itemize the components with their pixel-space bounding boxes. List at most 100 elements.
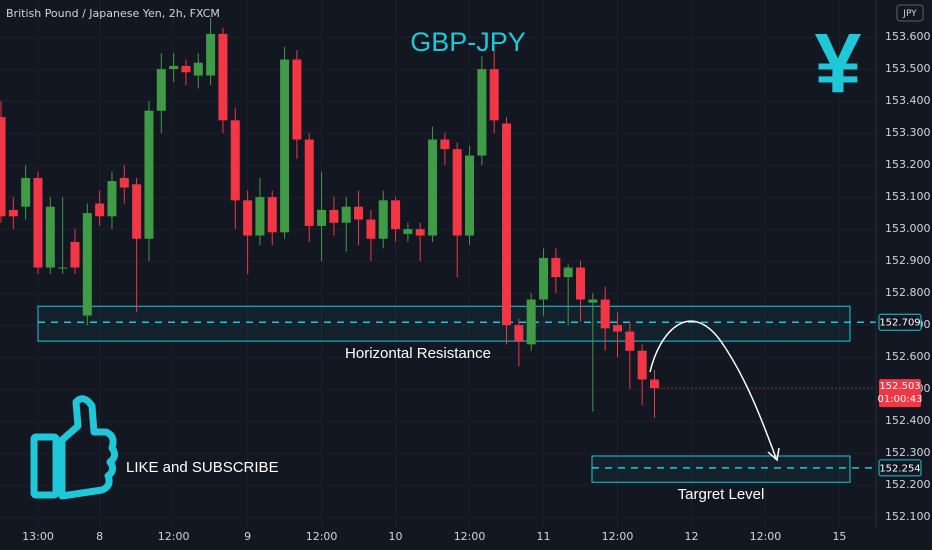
x-tick-label: 12:00 <box>306 530 338 543</box>
x-tick-label: 12:00 <box>602 530 634 543</box>
candle-body <box>144 110 154 239</box>
candle-body <box>70 241 80 268</box>
last-price-text: 152.503 <box>879 381 920 392</box>
candle-body <box>403 229 413 234</box>
y-tick-label: 153.300 <box>885 126 931 139</box>
candle-body <box>563 267 573 278</box>
candle-body <box>637 350 647 380</box>
currency-badge <box>896 4 924 22</box>
candle-body <box>193 62 203 76</box>
candle-body <box>317 209 327 226</box>
candle-body <box>354 206 364 220</box>
level-tag <box>878 459 922 477</box>
candle-body <box>132 184 142 239</box>
candle-body <box>95 203 105 217</box>
y-tick-label: 152.900 <box>885 254 931 267</box>
y-tick-label: 153.400 <box>885 94 931 107</box>
level-tag-text: 152.254 <box>879 463 920 474</box>
candle-body <box>514 325 524 342</box>
currency-badge-text: JPY <box>902 9 917 19</box>
candle-body <box>156 69 166 111</box>
candle-body <box>280 59 290 233</box>
candle-body <box>613 325 622 332</box>
arrow-head <box>767 447 780 462</box>
candle-body <box>45 206 55 268</box>
candle-body <box>600 299 610 329</box>
x-tick-label: 9 <box>244 530 251 543</box>
candle-body <box>267 197 277 233</box>
y-tick-label: 152.100 <box>885 510 931 523</box>
candle-body <box>8 209 18 217</box>
candle-body <box>255 197 265 236</box>
chart-title: GBP-JPY <box>410 27 526 57</box>
candle-body <box>58 267 68 269</box>
candle-body <box>341 206 351 223</box>
candle-body <box>292 59 302 140</box>
zones <box>37 305 876 483</box>
candle-body <box>243 200 253 236</box>
candle-body <box>119 177 129 188</box>
y-tick-label: 153.100 <box>885 190 931 203</box>
candle-body <box>21 177 31 207</box>
chart-header: British Pound / Japanese Yen, 2h, FXCM <box>6 7 220 20</box>
zone-label: Targret Level <box>678 486 765 503</box>
thumbs-up-icon <box>30 395 119 500</box>
candle-body <box>391 200 401 230</box>
candle-body <box>465 155 475 236</box>
candle-body <box>576 267 586 300</box>
y-tick-label: 153.600 <box>885 30 931 43</box>
level-tag-text: 152.709 <box>879 318 920 329</box>
candle-body <box>206 33 216 76</box>
x-tick-label: 12:00 <box>750 530 782 543</box>
candle-body <box>428 139 438 236</box>
candle-body <box>181 65 191 73</box>
zone-box <box>37 305 851 342</box>
grid <box>0 0 876 528</box>
candle-body <box>33 177 43 268</box>
candles <box>0 17 659 418</box>
zone-label: Horizontal Resistance <box>345 345 491 362</box>
candle-body <box>588 299 598 303</box>
candle-body <box>477 69 487 156</box>
candle-body <box>526 299 536 345</box>
x-tick-label: 12:00 <box>454 530 486 543</box>
candle-body <box>366 219 376 239</box>
countdown-text: 01:00:43 <box>878 394 923 405</box>
x-tick-label: 11 <box>537 530 551 543</box>
candle-body <box>378 200 388 239</box>
candle-body <box>452 149 462 236</box>
x-tick-label: 13:00 <box>22 530 54 543</box>
candle-body <box>218 33 228 121</box>
last-price-tag <box>879 379 921 408</box>
y-tick-label: 153.500 <box>885 62 931 75</box>
candle-body <box>489 69 499 121</box>
currency-symbol: ¥ <box>815 16 862 110</box>
candle-body <box>625 331 635 351</box>
labels: 152.100152.200152.300152.400152.500152.6… <box>22 30 930 543</box>
projection-arrow <box>649 320 777 459</box>
x-tick-label: 12:00 <box>158 530 190 543</box>
call-to-action: LIKE and SUBSCRIBE <box>126 459 279 476</box>
x-tick-label: 15 <box>832 530 846 543</box>
candle-body <box>649 379 659 389</box>
candle-body <box>329 209 339 223</box>
y-tick-label: 153.200 <box>885 158 931 171</box>
candle-body <box>0 117 6 217</box>
candle-body <box>415 229 425 236</box>
y-tick-label: 152.300 <box>885 446 931 459</box>
candle-body <box>539 257 549 300</box>
candle-body <box>440 139 450 150</box>
candle-body <box>82 213 92 316</box>
level-tag <box>878 313 922 331</box>
candle-body <box>230 120 240 201</box>
y-tick-label: 152.600 <box>885 350 931 363</box>
zone-box <box>591 455 851 483</box>
candle-body <box>551 257 561 278</box>
candle-body <box>107 181 117 217</box>
x-tick-label: 10 <box>389 530 403 543</box>
candle-body <box>169 65 179 70</box>
y-tick-label: 152.400 <box>885 414 931 427</box>
candle-body <box>502 123 512 326</box>
